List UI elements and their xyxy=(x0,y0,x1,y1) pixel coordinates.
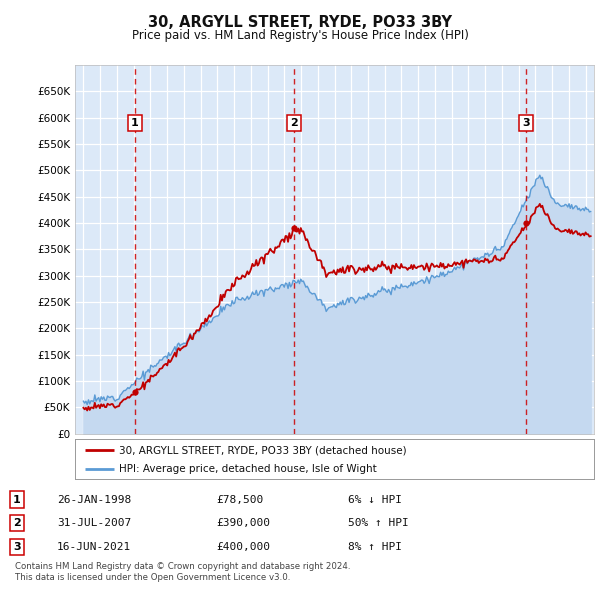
Text: 26-JAN-1998: 26-JAN-1998 xyxy=(57,494,131,504)
Text: HPI: Average price, detached house, Isle of Wight: HPI: Average price, detached house, Isle… xyxy=(119,464,377,474)
Text: £400,000: £400,000 xyxy=(216,542,270,552)
Text: 2: 2 xyxy=(290,118,298,128)
Text: £390,000: £390,000 xyxy=(216,519,270,529)
Text: 3: 3 xyxy=(523,118,530,128)
Text: £78,500: £78,500 xyxy=(216,494,263,504)
Text: 1: 1 xyxy=(131,118,139,128)
Text: 31-JUL-2007: 31-JUL-2007 xyxy=(57,519,131,529)
Text: Price paid vs. HM Land Registry's House Price Index (HPI): Price paid vs. HM Land Registry's House … xyxy=(131,30,469,42)
Text: 1: 1 xyxy=(13,494,20,504)
Text: 2: 2 xyxy=(13,519,20,529)
Text: 3: 3 xyxy=(13,542,20,552)
Text: 6% ↓ HPI: 6% ↓ HPI xyxy=(348,494,402,504)
Text: 30, ARGYLL STREET, RYDE, PO33 3BY (detached house): 30, ARGYLL STREET, RYDE, PO33 3BY (detac… xyxy=(119,445,407,455)
Text: 50% ↑ HPI: 50% ↑ HPI xyxy=(348,519,409,529)
Text: 8% ↑ HPI: 8% ↑ HPI xyxy=(348,542,402,552)
Text: Contains HM Land Registry data © Crown copyright and database right 2024.
This d: Contains HM Land Registry data © Crown c… xyxy=(15,562,350,582)
Text: 16-JUN-2021: 16-JUN-2021 xyxy=(57,542,131,552)
Text: 30, ARGYLL STREET, RYDE, PO33 3BY: 30, ARGYLL STREET, RYDE, PO33 3BY xyxy=(148,15,452,30)
